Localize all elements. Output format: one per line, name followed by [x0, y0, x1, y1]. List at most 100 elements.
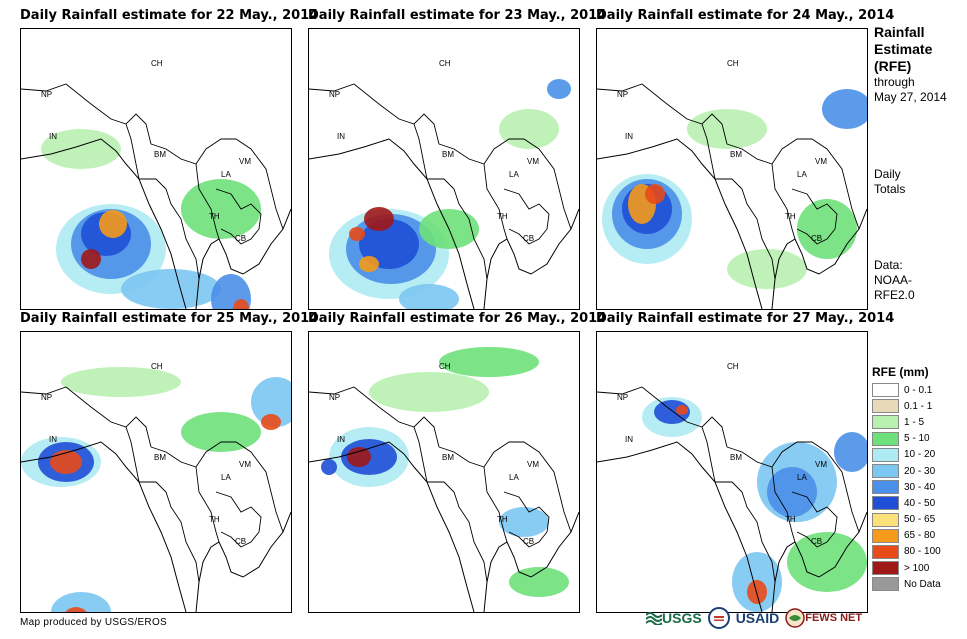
legend-swatch: [872, 496, 899, 511]
legend-item: 1 - 5: [872, 414, 962, 430]
rain-area: [61, 367, 181, 397]
rain-area: [99, 210, 127, 238]
rain-area: [51, 592, 111, 612]
panel-title: Daily Rainfall estimate for 24 May., 201…: [596, 8, 895, 23]
coastline: [21, 441, 291, 612]
legend-title: RFE (mm): [872, 365, 929, 379]
region-label-th: TH: [209, 515, 220, 524]
usaid-seal: [707, 607, 730, 629]
rain-area: [499, 507, 549, 537]
rain-area: [347, 447, 371, 467]
rain-area: [50, 450, 82, 474]
region-label-ch: CH: [151, 59, 163, 68]
rain-area: [499, 109, 559, 149]
rainfall-map: CH NP IN BM VM LA TH CB: [20, 28, 292, 310]
legend-item: 0 - 0.1: [872, 382, 962, 398]
region-label-la: LA: [221, 473, 231, 482]
country-borders: [597, 386, 860, 583]
country-borders: [21, 83, 284, 280]
legend-item: 65 - 80: [872, 528, 962, 544]
rain-area: [81, 249, 101, 269]
region-label-bm: BM: [442, 150, 454, 159]
legend-item: 5 - 10: [872, 431, 962, 447]
region-label-vm: VM: [815, 157, 827, 166]
region-label-cb: CB: [235, 537, 246, 546]
region-label-np: NP: [41, 393, 52, 402]
region-label-cb: CB: [811, 234, 822, 243]
fewsnet-logo: FEWS NET: [785, 608, 862, 628]
region-label-vm: VM: [527, 157, 539, 166]
rain-area: [349, 227, 365, 241]
region-label-vm: VM: [239, 157, 251, 166]
region-label-bm: BM: [730, 453, 742, 462]
data-label: Data:: [874, 258, 903, 272]
daily-label: Daily: [874, 167, 901, 181]
region-label-th: TH: [497, 515, 508, 524]
legend-label: 0.1 - 1: [904, 400, 933, 412]
region-label-in: IN: [49, 435, 57, 444]
rain-area: [834, 432, 867, 472]
region-label-th: TH: [497, 212, 508, 221]
coastline: [21, 138, 291, 309]
legend-label: 20 - 30: [904, 465, 936, 477]
coastline: [597, 441, 867, 612]
region-label-ch: CH: [151, 362, 163, 371]
rain-area: [181, 179, 261, 239]
legend-swatch: [872, 561, 899, 576]
usaid-logo: USAID: [736, 610, 780, 626]
side-title-line3: (RFE): [874, 58, 912, 74]
legend-item: > 100: [872, 560, 962, 576]
rain-area: [797, 199, 857, 259]
panel-title: Daily Rainfall estimate for 27 May., 201…: [596, 311, 895, 326]
legend-swatch: [872, 447, 899, 462]
rain-area: [747, 580, 767, 604]
rain-area: [369, 372, 489, 412]
rainfall-map: CH NP IN BM VM LA TH CB: [308, 331, 580, 613]
region-label-cb: CB: [523, 234, 534, 243]
side-title-line2: Estimate: [874, 41, 933, 57]
region-label-la: LA: [509, 170, 519, 179]
region-label-np: NP: [617, 393, 628, 402]
legend-swatch: [872, 528, 899, 543]
legend-item: No Data: [872, 576, 962, 592]
region-label-in: IN: [625, 132, 633, 141]
usaid-seal-icon: [707, 607, 730, 629]
rain-area: [822, 89, 867, 129]
legend-label: 80 - 100: [904, 546, 941, 558]
rain-area: [439, 347, 539, 377]
region-label-np: NP: [41, 90, 52, 99]
region-label-cb: CB: [523, 537, 534, 546]
legend-item: 80 - 100: [872, 544, 962, 560]
usaid-text: USAID: [735, 610, 780, 626]
panel-title: Daily Rainfall estimate for 26 May., 201…: [308, 311, 607, 326]
region-label-vm: VM: [239, 460, 251, 469]
rain-area: [364, 207, 394, 231]
legend-swatch: [872, 464, 899, 479]
legend-label: 30 - 40: [904, 481, 936, 493]
region-label-th: TH: [785, 515, 796, 524]
region-label-bm: BM: [730, 150, 742, 159]
coastline: [309, 441, 579, 612]
legend-item: 10 - 20: [872, 447, 962, 463]
data-source-line2: RFE2.0: [874, 288, 915, 302]
region-label-th: TH: [209, 212, 220, 221]
region-label-bm: BM: [154, 453, 166, 462]
rfe-legend: RFE (mm) 0 - 0.1 0.1 - 1 1 - 5 5 - 10 10 - 2…: [872, 365, 962, 592]
region-label-bm: BM: [442, 453, 454, 462]
panel-title: Daily Rainfall estimate for 22 May., 201…: [20, 8, 319, 23]
region-label-la: LA: [509, 473, 519, 482]
rain-area: [676, 405, 688, 415]
legend-label: No Data: [904, 578, 941, 590]
legend-swatch: [872, 512, 899, 527]
side-title-line1: Rainfall: [874, 24, 925, 40]
region-label-np: NP: [329, 90, 340, 99]
fewsnet-text: FEWS NET: [805, 612, 863, 624]
legend-swatch: [872, 383, 899, 398]
legend-item: 40 - 50: [872, 495, 962, 511]
region-label-cb: CB: [235, 234, 246, 243]
region-label-la: LA: [221, 170, 231, 179]
rain-area: [321, 459, 337, 475]
rain-area: [645, 184, 665, 204]
through-label: through: [874, 75, 915, 89]
rainfall-map: CH NP IN BM VM LA TH CB: [596, 331, 868, 613]
